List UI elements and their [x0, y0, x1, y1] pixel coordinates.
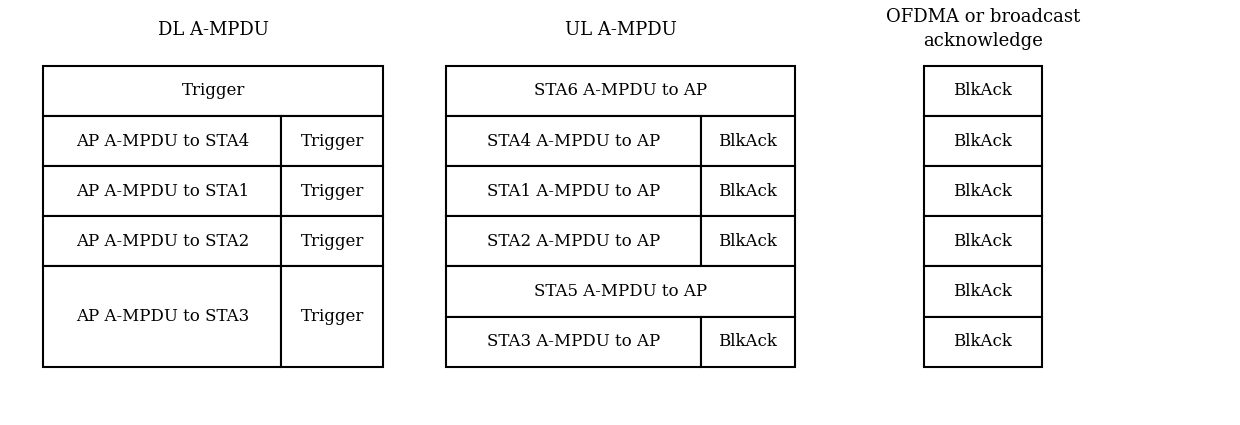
Text: DL A-MPDU: DL A-MPDU [157, 21, 269, 39]
Bar [43, 116, 281, 166]
Text: STA6 A-MPDU to AP: STA6 A-MPDU to AP [534, 82, 707, 99]
Text: BlkAck: BlkAck [718, 233, 777, 250]
Bar [446, 166, 701, 216]
Text: Trigger: Trigger [181, 82, 246, 99]
Text: BlkAck: BlkAck [954, 82, 1012, 99]
Text: STA2 A-MPDU to AP: STA2 A-MPDU to AP [487, 233, 660, 250]
Bar [43, 216, 281, 266]
Text: BlkAck: BlkAck [718, 183, 777, 200]
Text: Trigger: Trigger [300, 308, 365, 325]
Bar [43, 166, 281, 216]
Bar [43, 266, 281, 367]
Text: Trigger: Trigger [300, 183, 365, 200]
Bar [43, 66, 383, 116]
Bar [924, 266, 1042, 317]
Text: BlkAck: BlkAck [954, 133, 1012, 150]
Bar [446, 317, 701, 367]
Bar [924, 216, 1042, 266]
Bar [924, 166, 1042, 216]
Bar [446, 216, 701, 266]
Text: OFDMA or broadcast
acknowledge: OFDMA or broadcast acknowledge [885, 8, 1080, 50]
Bar [924, 66, 1042, 116]
Text: BlkAck: BlkAck [954, 333, 1012, 350]
Bar [281, 116, 383, 166]
Text: Trigger: Trigger [300, 233, 365, 250]
Bar [446, 266, 795, 317]
Text: BlkAck: BlkAck [718, 133, 777, 150]
Text: AP A-MPDU to STA2: AP A-MPDU to STA2 [76, 233, 249, 250]
Text: STA5 A-MPDU to AP: STA5 A-MPDU to AP [534, 283, 707, 300]
Bar [701, 216, 795, 266]
Bar [281, 266, 383, 367]
Bar [924, 317, 1042, 367]
Text: AP A-MPDU to STA4: AP A-MPDU to STA4 [76, 133, 249, 150]
Text: BlkAck: BlkAck [954, 283, 1012, 300]
Text: STA1 A-MPDU to AP: STA1 A-MPDU to AP [487, 183, 660, 200]
Text: BlkAck: BlkAck [718, 333, 777, 350]
Bar [446, 116, 701, 166]
Text: AP A-MPDU to STA3: AP A-MPDU to STA3 [76, 308, 249, 325]
Bar [924, 116, 1042, 166]
Text: STA4 A-MPDU to AP: STA4 A-MPDU to AP [487, 133, 660, 150]
Text: UL A-MPDU: UL A-MPDU [564, 21, 677, 39]
Text: AP A-MPDU to STA1: AP A-MPDU to STA1 [76, 183, 249, 200]
Text: STA3 A-MPDU to AP: STA3 A-MPDU to AP [487, 333, 660, 350]
Bar [701, 116, 795, 166]
Text: BlkAck: BlkAck [954, 183, 1012, 200]
Text: Trigger: Trigger [300, 133, 365, 150]
Bar [701, 317, 795, 367]
Bar [701, 166, 795, 216]
Text: BlkAck: BlkAck [954, 233, 1012, 250]
Bar [281, 166, 383, 216]
Bar [281, 216, 383, 266]
Bar [446, 66, 795, 116]
